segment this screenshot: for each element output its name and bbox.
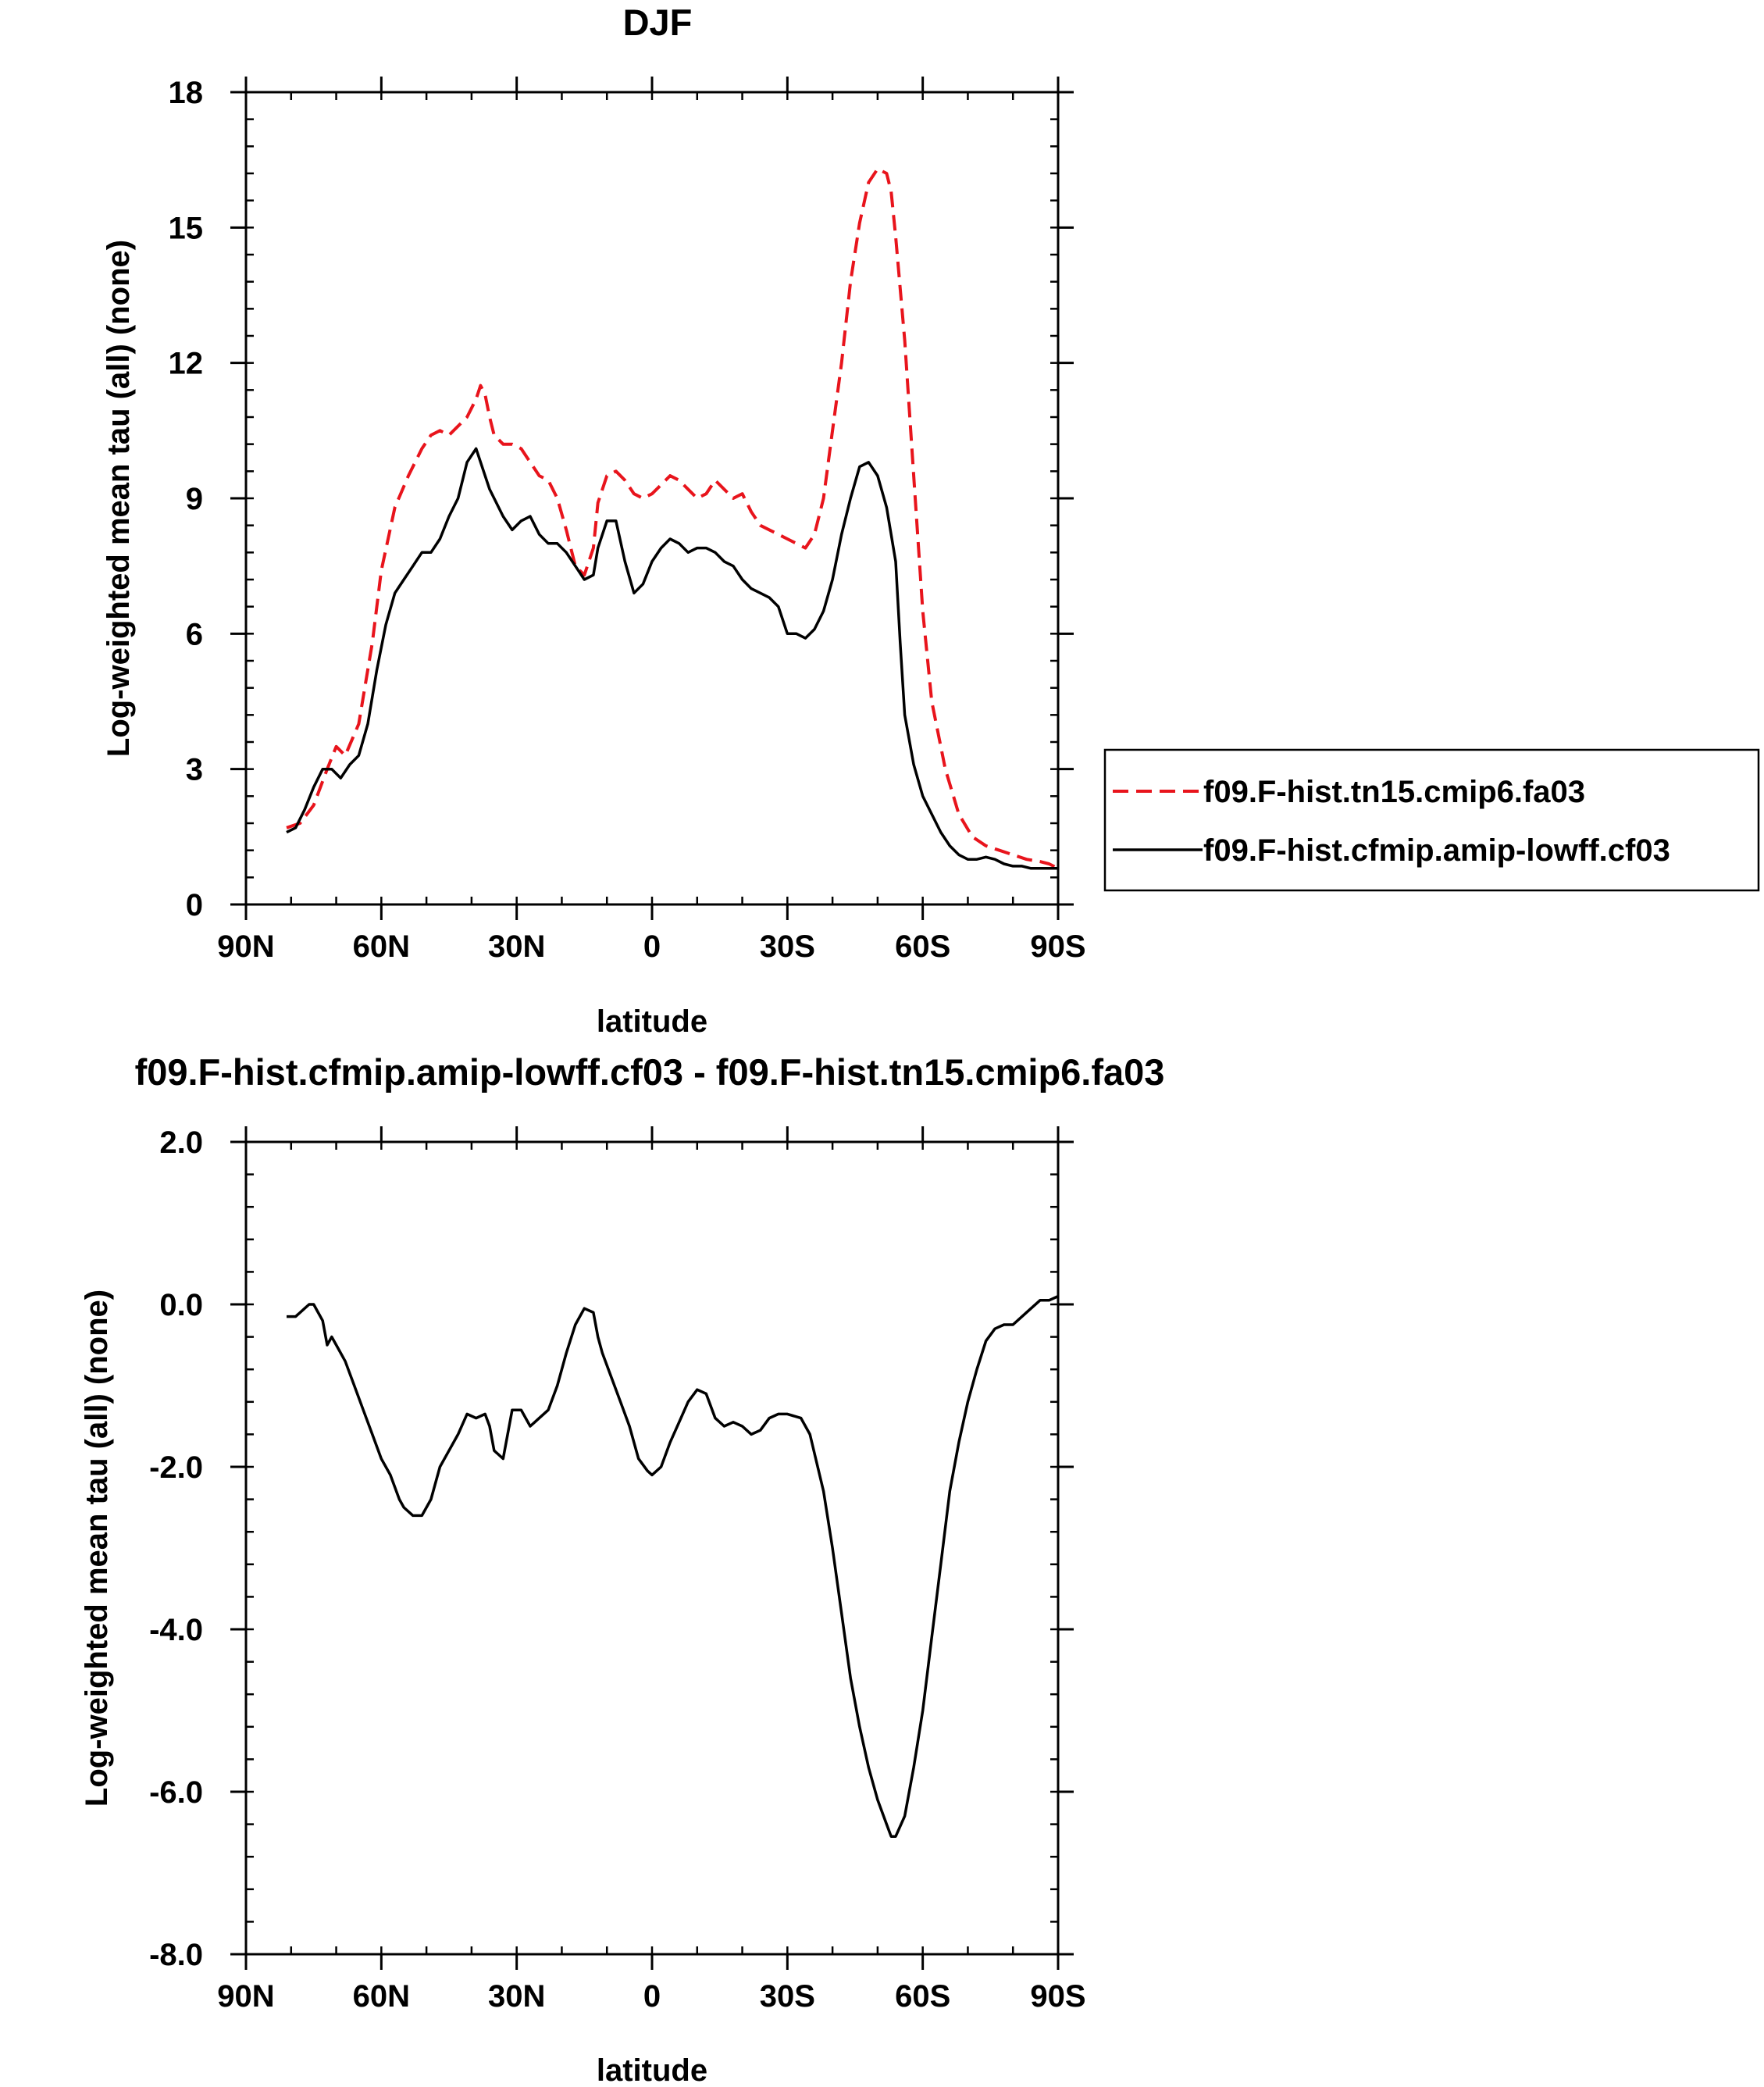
top-y-axis-label: Log-weighted mean tau (all) (none) <box>102 240 136 757</box>
x-tick-label: 90S <box>1030 929 1085 964</box>
top-chart-title: DJF <box>623 2 693 43</box>
y-tick-label: 2.0 <box>159 1126 203 1160</box>
top-panel: DJF 90N 60N 30N 0 30S 60S 90S 0 3 6 9 12 15 18 latitu… <box>102 2 1760 1039</box>
x-tick-label: 30N <box>488 929 545 964</box>
y-tick-label: -8.0 <box>149 1938 203 1972</box>
bottom-panel: f09.F-hist.cfmip.amip-lowff.cf03 - f09.F… <box>80 1051 1164 2087</box>
x-tick-label: 90S <box>1030 1979 1085 2014</box>
x-tick-label: 30S <box>760 1979 815 2014</box>
y-tick-label: 0.0 <box>159 1288 203 1322</box>
legend-label-control: f09.F-hist.tn15.cmip6.fa03 <box>1203 775 1585 809</box>
y-tick-label: 3 <box>186 753 203 787</box>
y-tick-label: -6.0 <box>149 1775 203 1810</box>
top-x-axis-label: latitude <box>597 1004 707 1039</box>
y-tick-label: -2.0 <box>149 1450 203 1485</box>
x-tick-label: 0 <box>643 929 661 964</box>
y-tick-label: 18 <box>169 76 204 110</box>
x-tick-label: 90N <box>217 1979 274 2014</box>
y-tick-label: 15 <box>169 211 204 245</box>
legend-box <box>1103 748 1760 892</box>
x-tick-label: 60N <box>353 1979 410 2014</box>
series-line-solid-0-1 <box>286 447 1058 870</box>
x-tick-label: 60S <box>895 1979 950 2014</box>
y-tick-label: 6 <box>186 617 203 651</box>
bottom-chart-title: f09.F-hist.cfmip.amip-lowff.cf03 - f09.F… <box>135 1051 1165 1093</box>
bottom-y-axis-label: Log-weighted mean tau (all) (none) <box>80 1290 114 1807</box>
x-tick-label: 30S <box>760 929 815 964</box>
legend: f09.F-hist.tn15.cmip6.fa03 f09.F-hist.cf… <box>1103 748 1760 892</box>
top-series-lines <box>286 167 1059 870</box>
top-axis-ticks: 90N 60N 30N 0 30S 60S 90S 0 3 6 9 12 15 18 <box>169 76 1086 964</box>
y-tick-label: 0 <box>186 888 203 922</box>
y-tick-label: 9 <box>186 482 203 516</box>
x-tick-label: 60N <box>353 929 410 964</box>
bottom-series-lines <box>287 1295 1059 1838</box>
x-tick-label: 90N <box>217 929 274 964</box>
bottom-axis-ticks: 90N 60N 30N 0 30S 60S 90S -8.0 -6.0 -4.0 -2.0 0.0 2.… <box>149 1126 1086 2014</box>
series-line-solid-1-0 <box>287 1295 1059 1838</box>
x-tick-label: 60S <box>895 929 950 964</box>
bottom-x-axis-label: latitude <box>597 2053 707 2087</box>
x-tick-label: 0 <box>643 1979 661 2014</box>
legend-label-experiment: f09.F-hist.cfmip.amip-lowff.cf03 <box>1203 833 1670 868</box>
x-tick-label: 30N <box>488 1979 545 2014</box>
bottom-plot-frame <box>244 1140 1060 1956</box>
top-plot-frame <box>244 91 1060 906</box>
y-tick-label: 12 <box>169 347 204 381</box>
y-tick-label: -4.0 <box>149 1613 203 1647</box>
series-line-dashed-0-0 <box>286 167 1059 870</box>
